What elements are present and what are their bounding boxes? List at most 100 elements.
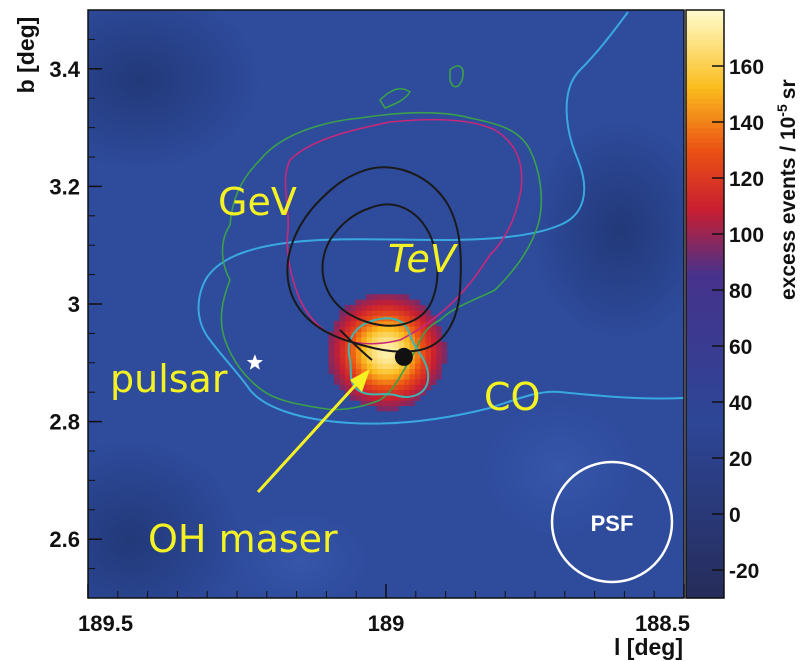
heatmap-cell (382, 352, 389, 359)
heatmap-cell (382, 378, 389, 385)
heatmap-cell (408, 394, 415, 401)
heatmap-cell (414, 368, 421, 375)
heatmap-cell (387, 394, 394, 401)
heatmap-cell (435, 363, 442, 369)
colorbar-strip (686, 338, 724, 344)
colorbar-strip (686, 215, 724, 222)
colorbar-strip (686, 132, 724, 138)
heatmap-cell (355, 299, 362, 306)
colorbar-strip (686, 441, 724, 447)
heatmap-cell (382, 394, 389, 401)
colorbar-strip (686, 485, 724, 491)
heatmap-cell (387, 373, 394, 380)
tev-contour-tail (339, 329, 373, 361)
heatmap-cell (387, 384, 394, 391)
heatmap-cell (376, 394, 383, 401)
heatmap-cell (360, 331, 367, 338)
heatmap-cell (414, 373, 421, 380)
colorbar-tick-label: 40 (729, 392, 752, 415)
heatmap-cell (403, 373, 410, 380)
colorbar-strip (686, 431, 724, 437)
heatmap-cell (419, 336, 426, 343)
heatmap-cell (403, 384, 410, 391)
heatmap-cell (414, 299, 421, 306)
background-fluctuation (230, 510, 370, 598)
heatmap-cell (382, 336, 389, 343)
heatmap-cell (344, 357, 351, 364)
heatmap-cell (419, 341, 426, 348)
heatmap-cell (435, 357, 442, 364)
colorbar-strip (686, 196, 724, 202)
heatmap-cell (376, 341, 383, 348)
heatmap-cell (339, 310, 346, 317)
heatmap-cell (435, 347, 442, 354)
heatmap-cell (376, 389, 383, 396)
colorbar-strip (686, 127, 724, 134)
colorbar-strip (686, 299, 724, 305)
y-tick-label: 3.4 (49, 57, 80, 82)
heatmap-cell (408, 384, 415, 391)
heatmap-cell (360, 352, 367, 359)
heatmap-cell (333, 378, 340, 385)
heatmap-cell (382, 299, 389, 306)
colorbar-tick-label: 140 (729, 112, 764, 135)
heatmap-cell (441, 357, 448, 364)
colorbar-strip (686, 500, 724, 506)
heatmap-cell (339, 315, 346, 322)
colorbar-strip (686, 534, 724, 540)
heatmap-cell (355, 389, 362, 396)
heatmap-cell (392, 373, 399, 380)
colorbar-strip (686, 421, 724, 428)
colorbar-strip (686, 451, 724, 457)
heatmap-cell (328, 347, 335, 354)
heatmap-plot-area: PSF GeV TeV pulsar CO OH maser (88, 10, 684, 598)
heatmap-cell (398, 363, 405, 369)
heatmap-cell (366, 373, 372, 380)
heatmap-cell (376, 384, 383, 391)
heatmap-cell (360, 315, 367, 322)
colorbar-strip (686, 152, 724, 158)
colorbar-strip (686, 402, 724, 408)
heatmap-cell (435, 341, 442, 348)
heatmap-cell (392, 400, 399, 407)
heatmap-cell (349, 315, 356, 322)
heatmap-cell (392, 326, 399, 332)
colorbar-strip (686, 29, 724, 36)
colorbar-strip (686, 284, 724, 290)
heatmap-cell (408, 368, 415, 375)
heatmap-cell (366, 363, 372, 369)
colorbar-strip (686, 397, 724, 403)
oh-maser-arrow-head (350, 369, 370, 392)
pulsar-annotation: pulsar (110, 357, 228, 401)
heatmap-cell (339, 320, 346, 327)
heatmap-cell (430, 347, 437, 354)
heatmap-cell (382, 357, 389, 364)
heatmap-cell (403, 341, 410, 348)
colorbar-tick-label: 160 (729, 56, 764, 79)
colorbar-strip (686, 387, 724, 393)
heatmap-cell (403, 299, 410, 306)
heatmap-cell (333, 357, 340, 364)
heatmap-cell (349, 326, 356, 332)
heatmap-cell (376, 400, 383, 407)
heatmap-cell (403, 378, 410, 385)
heatmap-cell (398, 310, 405, 317)
heatmap-cell (387, 299, 394, 306)
heatmap-cell (376, 373, 383, 380)
heatmap-cell (382, 304, 389, 311)
heatmap-cell (414, 378, 421, 385)
x-axis: 189.5 189 188.5 (78, 584, 690, 636)
tev-annotation: TeV (388, 237, 459, 281)
y-axis-title: b [deg] (13, 17, 39, 94)
heatmap-cell (360, 326, 367, 332)
heatmap-cell (425, 347, 432, 354)
heatmap-cell (398, 384, 405, 391)
colorbar-strip (686, 367, 724, 374)
background-fluctuation (480, 400, 640, 540)
colorbar-strip (686, 171, 724, 178)
colorbar-strip (686, 186, 724, 192)
colorbar-strip (686, 357, 724, 364)
heatmap-cell (430, 378, 437, 385)
colorbar-strip (686, 294, 724, 300)
heatmap-cell (382, 389, 389, 396)
